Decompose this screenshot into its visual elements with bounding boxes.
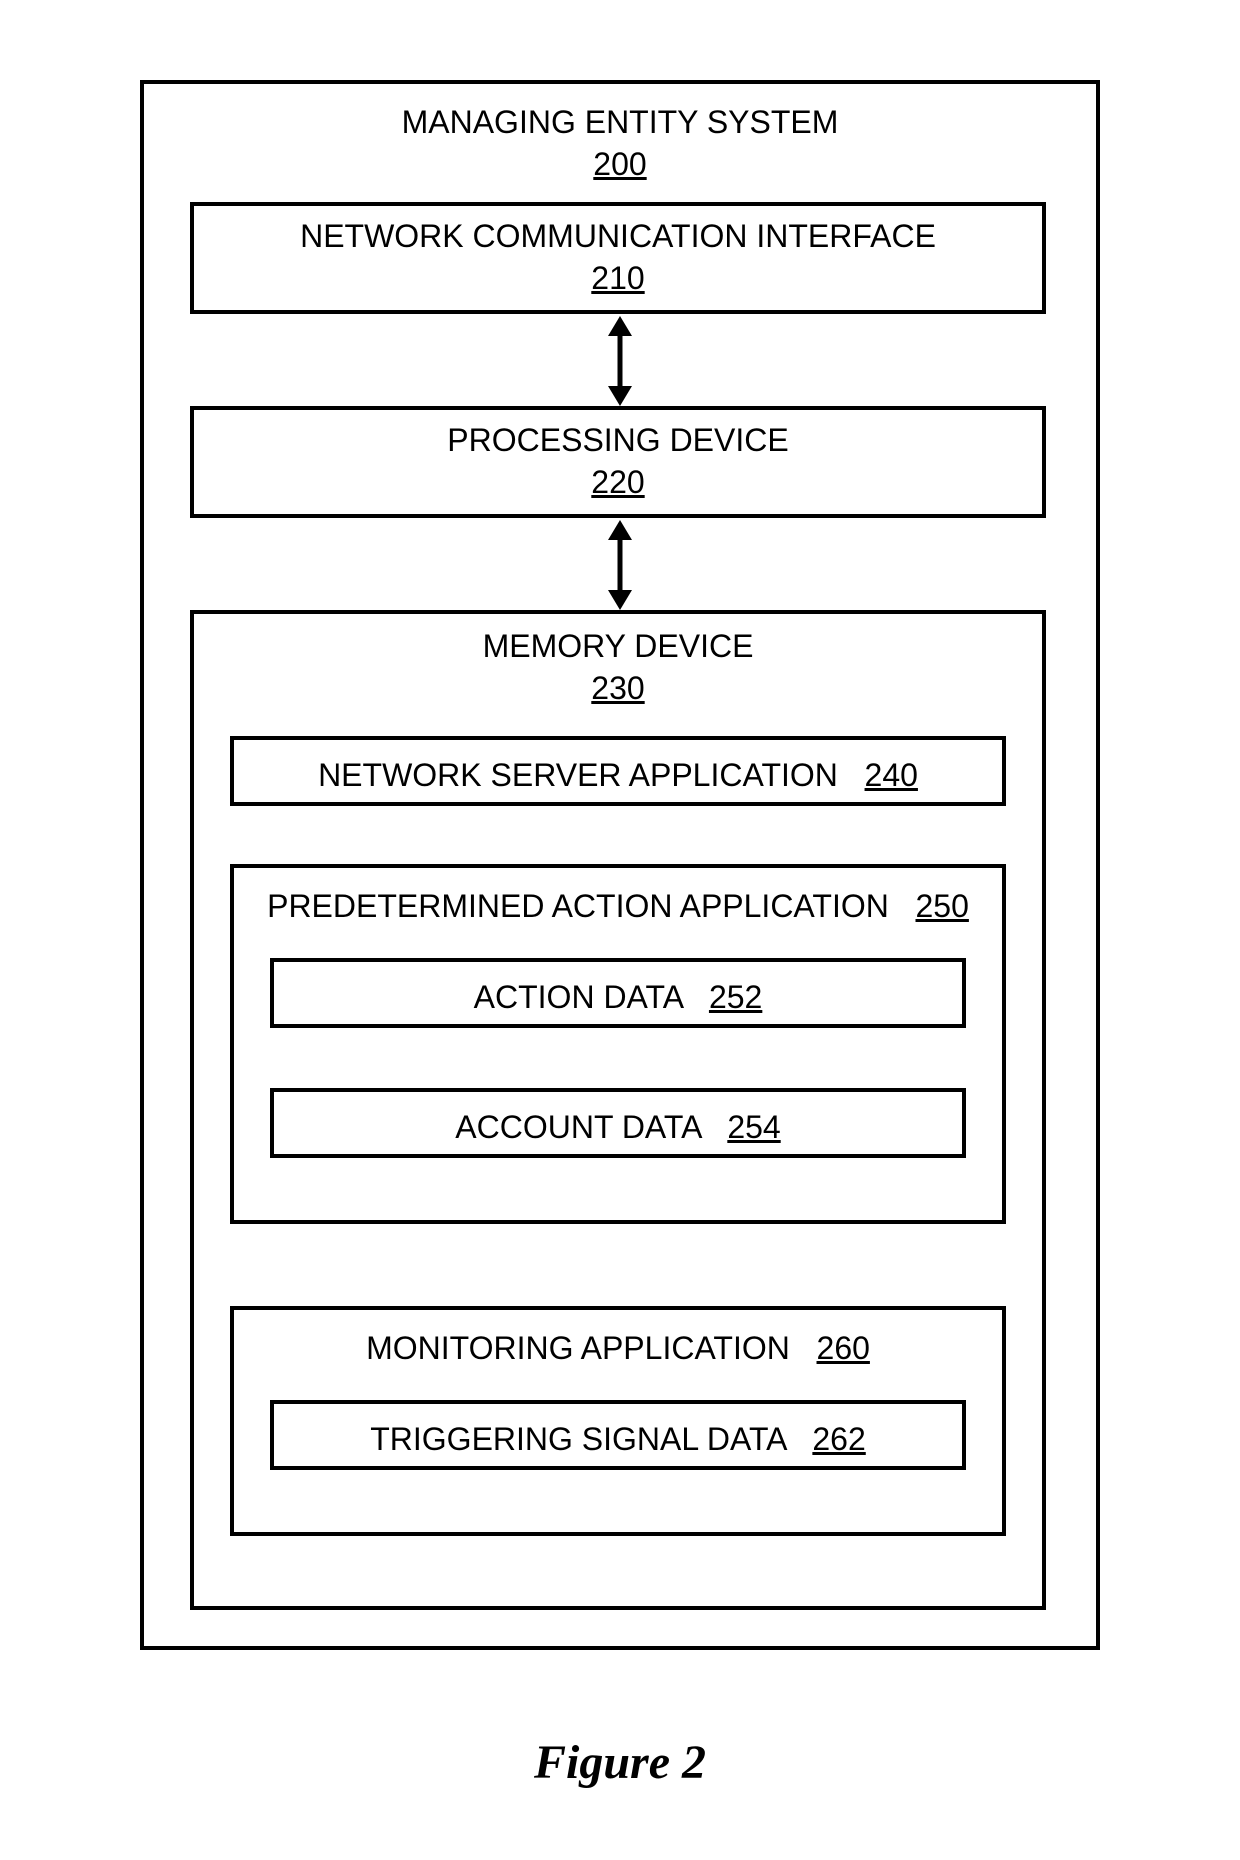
action-data-label: ACTION DATA 252 [274,962,962,1034]
network-server-app-box: NETWORK SERVER APPLICATION 240 [230,736,1006,806]
arrow-220-230 [600,520,640,610]
account-data-ref: 254 [727,1109,780,1145]
predetermined-action-app-box: PREDETERMINED ACTION APPLICATION 250 ACT… [230,864,1006,1224]
account-data-title: ACCOUNT DATA [455,1109,700,1145]
processing-device-box: PROCESSING DEVICE 220 [190,406,1046,518]
memory-device-ref: 230 [194,668,1042,710]
system-ref: 200 [144,144,1096,186]
memory-device-box: MEMORY DEVICE 230 NETWORK SERVER APPLICA… [190,610,1046,1610]
predetermined-action-app-title: PREDETERMINED ACTION APPLICATION [267,888,889,924]
network-server-app-ref: 240 [865,757,918,793]
network-server-app-title: NETWORK SERVER APPLICATION [318,757,838,793]
action-data-ref: 252 [709,979,762,1015]
processing-device-title: PROCESSING DEVICE [194,410,1042,462]
memory-device-title: MEMORY DEVICE [194,626,1042,668]
arrow-210-220 [600,316,640,406]
figure-caption: Figure 2 [0,1735,1240,1790]
network-interface-ref: 210 [194,258,1042,300]
account-data-box: ACCOUNT DATA 254 [270,1088,966,1158]
managing-entity-system-box: MANAGING ENTITY SYSTEM 200 NETWORK COMMU… [140,80,1100,1650]
action-data-box: ACTION DATA 252 [270,958,966,1028]
memory-title-block: MEMORY DEVICE 230 [194,626,1042,709]
monitoring-app-ref: 260 [817,1330,870,1366]
triggering-signal-data-ref: 262 [812,1421,865,1457]
triggering-signal-data-title: TRIGGERING SIGNAL DATA [370,1421,785,1457]
predetermined-action-app-label: PREDETERMINED ACTION APPLICATION 250 [234,868,1002,943]
triggering-signal-data-box: TRIGGERING SIGNAL DATA 262 [270,1400,966,1470]
network-interface-box: NETWORK COMMUNICATION INTERFACE 210 [190,202,1046,314]
system-title: MANAGING ENTITY SYSTEM [144,102,1096,144]
account-data-label: ACCOUNT DATA 254 [274,1092,962,1164]
predetermined-action-app-ref: 250 [916,888,969,924]
system-title-block: MANAGING ENTITY SYSTEM 200 [144,102,1096,185]
diagram-page: MANAGING ENTITY SYSTEM 200 NETWORK COMMU… [0,0,1240,1860]
monitoring-app-label: MONITORING APPLICATION 260 [234,1310,1002,1385]
network-server-app-label: NETWORK SERVER APPLICATION 240 [234,740,1002,812]
triggering-signal-data-label: TRIGGERING SIGNAL DATA 262 [274,1404,962,1476]
network-interface-title: NETWORK COMMUNICATION INTERFACE [194,206,1042,258]
action-data-title: ACTION DATA [474,979,683,1015]
processing-device-ref: 220 [194,462,1042,504]
monitoring-app-title: MONITORING APPLICATION [366,1330,790,1366]
monitoring-app-box: MONITORING APPLICATION 260 TRIGGERING SI… [230,1306,1006,1536]
